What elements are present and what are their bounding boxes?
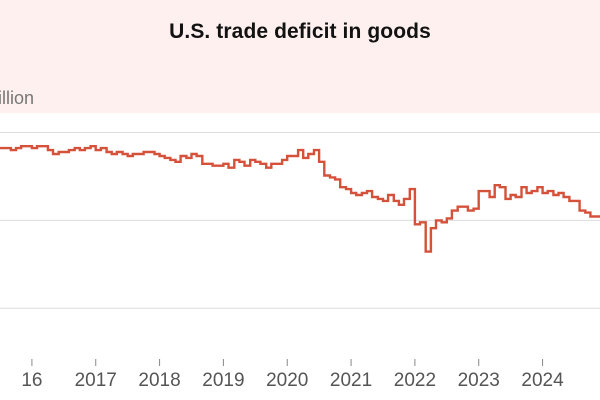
x-tick-label-7: 2023 (458, 370, 500, 391)
title-band (0, 0, 600, 113)
series-group (0, 145, 600, 253)
chart-title: U.S. trade deficit in goods (169, 20, 431, 43)
gridlines (0, 132, 600, 309)
series-line-0 (0, 145, 600, 253)
x-tick-label-8: 2024 (521, 370, 564, 391)
x-tick-label-0: 16 (21, 370, 42, 391)
y-unit-label: illion (0, 88, 35, 108)
x-tick-label-4: 2020 (266, 370, 308, 391)
x-tick-label-1: 2017 (75, 370, 117, 391)
x-tick-label-2: 2018 (138, 370, 180, 391)
x-tick-label-6: 2022 (394, 370, 436, 391)
x-axis-ticks: 16 2017 2018 2019 2020 2021 2022 2023 2024 (21, 359, 564, 391)
x-tick-label-5: 2021 (330, 370, 372, 391)
x-tick-label-3: 2019 (202, 370, 244, 391)
